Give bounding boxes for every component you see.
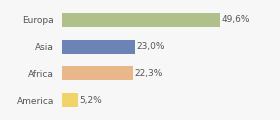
Bar [62, 93, 78, 107]
Bar [62, 13, 220, 27]
Text: 5,2%: 5,2% [80, 96, 102, 105]
Text: 23,0%: 23,0% [136, 42, 165, 51]
Bar [62, 66, 133, 80]
Bar [62, 40, 135, 54]
Text: 22,3%: 22,3% [134, 69, 163, 78]
Text: 49,6%: 49,6% [221, 15, 250, 24]
